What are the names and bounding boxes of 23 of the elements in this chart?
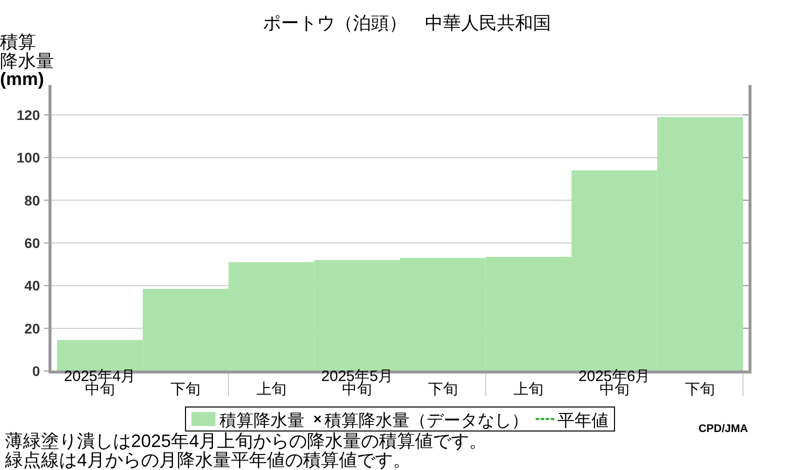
x-tick-label: 2025年6月中旬 — [578, 368, 650, 398]
y-tick-label: 20 — [24, 320, 40, 336]
text: 薄緑塗り潰しは2025年4月上旬からの降水量の積算値です。 — [5, 431, 488, 451]
legend-label: 積算降水量（データなし） — [324, 411, 528, 430]
y-tick-label: 60 — [24, 234, 40, 251]
x-tick-label: 下旬 — [170, 381, 201, 398]
x-tick-label: 下旬 — [685, 381, 716, 398]
x-tick-label: 上旬 — [256, 381, 286, 398]
text: CPD/JMA — [698, 423, 748, 435]
y-tick-label: 40 — [24, 278, 40, 294]
x-tick-label: 上旬 — [514, 381, 544, 398]
chart-title: ポートウ（泊頭） 中華人民共和国 — [263, 13, 551, 33]
legend-label: 平年値 — [558, 411, 608, 430]
x-tick-label: 2025年5月中旬 — [321, 368, 393, 398]
legend-label: 積算降水量 — [220, 411, 304, 430]
y-tick-label: 120 — [16, 106, 40, 123]
y-tick-label: 0 — [32, 363, 40, 379]
y-tick-label: 80 — [24, 192, 40, 208]
y-tick-label: 100 — [16, 150, 40, 166]
x-tick-label: 下旬 — [428, 381, 458, 398]
x-tick-label: 2025年4月中旬 — [64, 368, 136, 398]
y-axis-title: 積算降水量(mm) — [0, 32, 54, 89]
text: 緑点線は4月からの月降水量平年値の積算値です。 — [4, 450, 412, 470]
